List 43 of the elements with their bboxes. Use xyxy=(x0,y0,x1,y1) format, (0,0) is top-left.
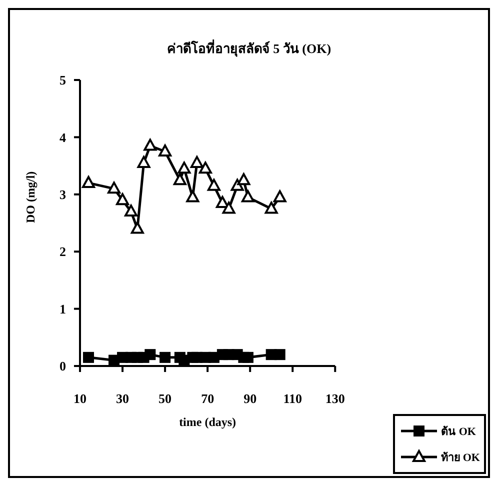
point xyxy=(173,173,186,186)
point xyxy=(137,156,150,168)
point xyxy=(178,162,191,174)
x-tick-label: 10 xyxy=(74,391,86,406)
x-tick-label: 30 xyxy=(116,391,130,406)
point xyxy=(83,352,94,363)
point xyxy=(222,202,236,214)
point xyxy=(116,193,130,206)
point xyxy=(207,178,220,191)
x-tick-label: 70 xyxy=(201,391,214,406)
point xyxy=(241,190,254,202)
point xyxy=(216,196,229,208)
point xyxy=(190,156,204,168)
x-tick-label: 110 xyxy=(283,391,302,406)
y-tick-label: 5 xyxy=(60,72,66,88)
point xyxy=(144,138,157,151)
chart-title: ค่าดีโอที่อายุสลัดจ์ 5 วัน (OK) xyxy=(166,38,332,59)
point xyxy=(198,162,212,174)
x-tick-label: 50 xyxy=(158,391,172,406)
x-tick-label: 130 xyxy=(325,391,345,406)
y-tick-label: 4 xyxy=(60,130,66,145)
point xyxy=(124,204,138,217)
point xyxy=(160,352,171,363)
legend-label: ต้น OK xyxy=(441,424,476,440)
point xyxy=(186,190,200,202)
y-tick-label: 0 xyxy=(60,358,66,374)
point xyxy=(158,144,172,156)
point xyxy=(130,222,144,234)
y-axis-title: DO (mg/l) xyxy=(23,171,38,223)
point xyxy=(108,182,121,194)
y-tick-label: 1 xyxy=(60,301,66,316)
point xyxy=(82,176,96,188)
point xyxy=(273,190,286,202)
x-tick-label: 90 xyxy=(244,391,257,406)
y-tick-label: 3 xyxy=(60,187,66,202)
x-axis-title: time (days) xyxy=(179,415,236,429)
legend-label: ท้าย OK xyxy=(441,450,480,466)
point xyxy=(274,349,286,360)
point xyxy=(144,349,156,360)
point xyxy=(264,202,278,214)
point xyxy=(242,352,254,363)
y-tick-label: 2 xyxy=(60,244,66,260)
point xyxy=(237,173,250,186)
